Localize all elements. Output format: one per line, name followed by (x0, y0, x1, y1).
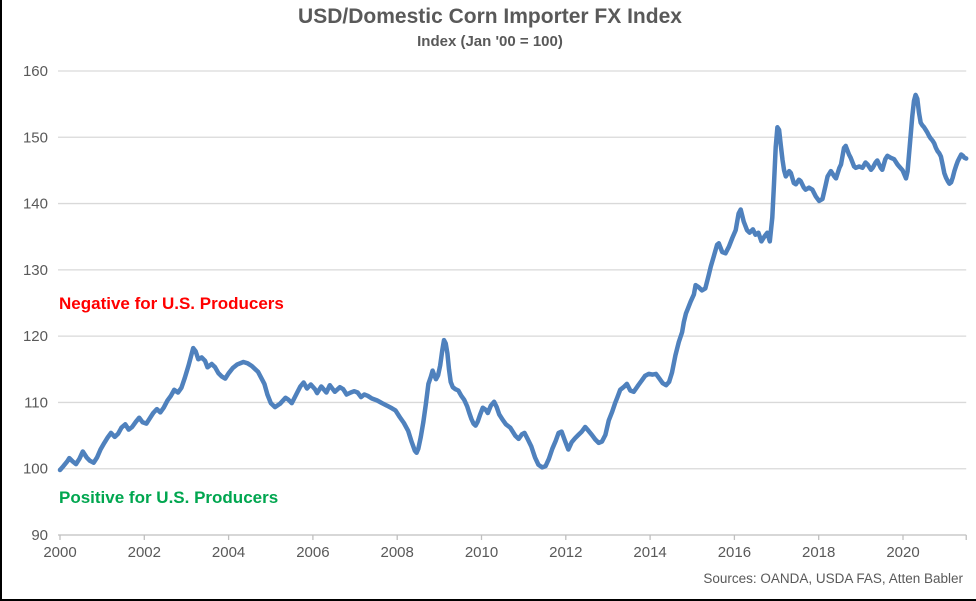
x-axis-label: 2000 (43, 544, 76, 561)
x-axis-label: 2010 (465, 544, 498, 561)
y-axis-label: 140 (23, 196, 48, 213)
x-axis-label: 2016 (718, 544, 751, 561)
chart-title: USD/Domestic Corn Importer FX Index (298, 5, 682, 28)
x-axis-label: 2020 (886, 544, 919, 561)
x-axis-label: 2004 (212, 544, 245, 561)
x-axis-label: 2014 (633, 544, 666, 561)
x-axis-label: 2012 (549, 544, 582, 561)
source-attribution: Sources: OANDA, USDA FAS, Atten Babler (703, 571, 963, 586)
y-axis-label: 130 (23, 262, 48, 279)
y-axis-label: 160 (23, 63, 48, 80)
x-axis-label: 2006 (296, 544, 329, 561)
chart-subtitle: Index (Jan '00 = 100) (417, 33, 563, 50)
y-axis-label: 150 (23, 129, 48, 146)
x-axis-label: 2002 (128, 544, 161, 561)
y-axis-label: 90 (31, 527, 48, 544)
y-axis-label: 100 (23, 461, 48, 478)
y-axis-label: 120 (23, 328, 48, 345)
fx-index-line-series (57, 92, 969, 473)
x-axis-label: 2008 (381, 544, 414, 561)
x-axis-label: 2018 (802, 544, 835, 561)
annotation-negative-producers: Negative for U.S. Producers (59, 294, 284, 313)
y-axis-label: 110 (24, 394, 48, 411)
annotation-positive-producers: Positive for U.S. Producers (59, 488, 279, 507)
